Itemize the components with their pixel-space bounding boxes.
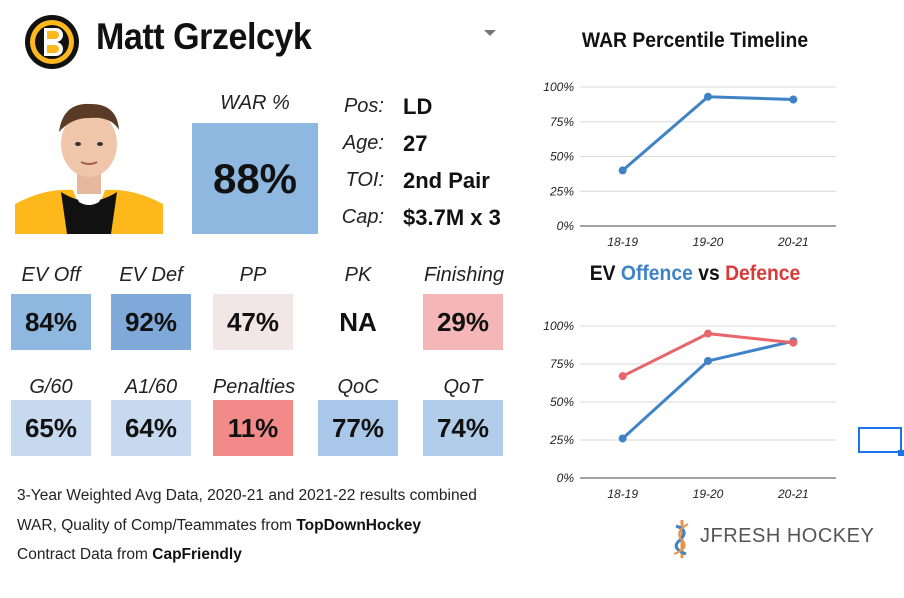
ev-chart-y-tick-label: 25% bbox=[549, 433, 574, 447]
war-chart-war-point bbox=[618, 166, 627, 175]
ev-off-label: EV Off bbox=[21, 264, 81, 286]
penalties-tile: 11% bbox=[213, 400, 293, 456]
ev-chart-offence-line bbox=[621, 339, 794, 440]
brand-logo-icon bbox=[673, 520, 689, 558]
footer-source-capfriendly: CapFriendly bbox=[152, 546, 242, 563]
ev-chart-offence-point bbox=[618, 434, 627, 443]
footer-line-2: WAR, Quality of Comp/Teammates from TopD… bbox=[17, 517, 421, 535]
ev-chart-x-tick-label: 20-21 bbox=[777, 487, 809, 501]
age-value: 27 bbox=[403, 131, 428, 156]
cell-selection-box[interactable] bbox=[858, 427, 902, 453]
cell-selection-handle[interactable] bbox=[898, 450, 904, 456]
war-chart-y-tick-label: 50% bbox=[550, 150, 574, 164]
age-label: Age: bbox=[342, 132, 384, 154]
war-chart-title: WAR Percentile Timeline bbox=[581, 29, 809, 52]
ev-def-label: EV Def bbox=[119, 264, 183, 286]
qot-tile: 74% bbox=[423, 400, 503, 456]
g60-tile: 65% bbox=[11, 400, 91, 456]
player-photo bbox=[15, 92, 163, 234]
ev-chart-y-tick-label: 100% bbox=[543, 319, 574, 333]
ev-chart-y-tick-label: 0% bbox=[557, 471, 575, 485]
qoc-label: QoC bbox=[337, 376, 379, 398]
footer-source-topdownhockey: TopDownHockey bbox=[296, 517, 421, 534]
footer-line-1: 3-Year Weighted Avg Data, 2020-21 and 20… bbox=[17, 487, 477, 504]
ev-off-tile: 84% bbox=[11, 294, 91, 350]
qot-label: QoT bbox=[443, 376, 483, 398]
war-chart-x-tick-label: 20-21 bbox=[777, 235, 809, 249]
pk-label: PK bbox=[344, 264, 372, 286]
g60-label: G/60 bbox=[29, 376, 73, 398]
ev-chart-y-tick-label: 50% bbox=[550, 395, 574, 409]
cap-value: $3.7M x 3 bbox=[403, 205, 501, 230]
ev-title-part-1: EV bbox=[589, 262, 621, 285]
ev-title-defence: Defence bbox=[725, 262, 801, 285]
war-chart-x-tick-label: 19-20 bbox=[693, 235, 724, 249]
pp-tile: 47% bbox=[213, 294, 293, 350]
pp-label: PP bbox=[239, 264, 267, 286]
toi-label: TOI: bbox=[345, 169, 384, 191]
qoc-tile: 77% bbox=[318, 400, 398, 456]
ev-title-vs: vs bbox=[692, 262, 726, 285]
war-percentile-chart: 0% 25% 50% 75% 100% 18-19 19-20 20-21 bbox=[543, 80, 836, 249]
war-chart-y-tick-label: 100% bbox=[543, 80, 574, 94]
toi-value: 2nd Pair bbox=[403, 168, 490, 193]
footer-line-3: Contract Data from CapFriendly bbox=[17, 546, 242, 564]
war-chart-y-tick-label: 75% bbox=[550, 115, 574, 129]
ev-chart-defence-point bbox=[789, 338, 798, 347]
ev-chart-x-tick-label: 18-19 bbox=[607, 487, 638, 501]
a160-label: A1/60 bbox=[124, 376, 178, 398]
cap-label: Cap: bbox=[341, 206, 384, 228]
war-chart-war-line bbox=[621, 95, 794, 172]
footer-line-2-prefix: WAR, Quality of Comp/Teammates from bbox=[17, 517, 297, 534]
team-logo bbox=[25, 15, 79, 69]
player-name: Matt Grzelcyk bbox=[96, 16, 312, 57]
ev-chart-offence-point bbox=[704, 356, 712, 365]
war-label: WAR % bbox=[220, 92, 290, 114]
pos-value: LD bbox=[403, 94, 433, 119]
ev-chart-title: EV Offence vs Defence bbox=[571, 262, 819, 286]
a160-tile: 64% bbox=[111, 400, 191, 456]
war-value-tile: 88% bbox=[192, 123, 318, 234]
ev-offence-defence-chart: 0% 25% 50% 75% 100% 18-19 19-20 20-21 bbox=[543, 319, 836, 501]
finishing-tile: 29% bbox=[423, 294, 503, 350]
war-chart-y-tick-label: 25% bbox=[549, 184, 574, 198]
ev-title-offence: Offence bbox=[620, 262, 693, 285]
war-chart-y-tick-label: 0% bbox=[557, 219, 575, 233]
finishing-label: Finishing bbox=[423, 264, 505, 286]
ev-chart-defence-line bbox=[621, 332, 794, 378]
penalties-label: Penalties bbox=[212, 376, 296, 398]
ev-chart-y-tick-label: 75% bbox=[550, 357, 574, 371]
ev-chart-x-tick-label: 19-20 bbox=[693, 487, 724, 501]
player-dropdown-icon[interactable] bbox=[484, 30, 496, 36]
war-chart-war-point bbox=[789, 95, 798, 104]
ev-chart-defence-point bbox=[618, 372, 627, 381]
footer-line-3-prefix: Contract Data from bbox=[17, 546, 153, 563]
pos-label: Pos: bbox=[343, 95, 384, 117]
war-chart-war-point bbox=[704, 92, 712, 101]
war-chart-x-tick-label: 18-19 bbox=[607, 235, 638, 249]
brand-name: JFRESH HOCKEY bbox=[700, 525, 875, 547]
pk-tile: NA bbox=[318, 294, 398, 350]
ev-def-tile: 92% bbox=[111, 294, 191, 350]
ev-chart-defence-point bbox=[704, 329, 712, 338]
